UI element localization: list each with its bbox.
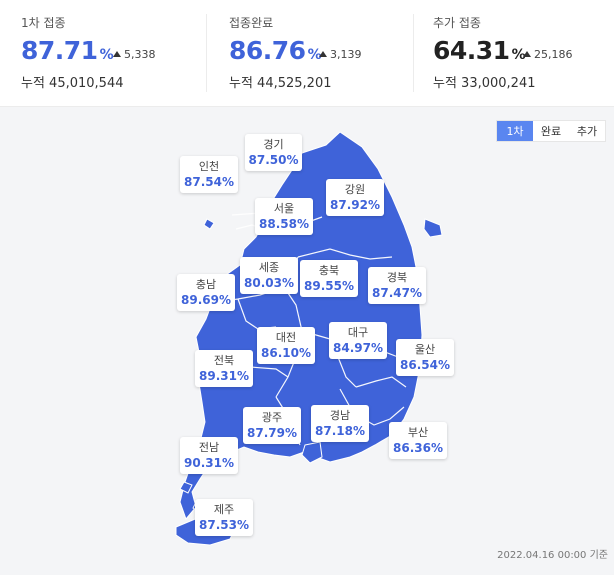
stat-booster: 추가 접종 64.31% 25,186 누적 33,000,241 — [433, 0, 613, 106]
korea-vaccination-map: 1차 완료 추가 경기 87.50% 인천 87.54% 강원 87.92% 서울 88… — [0, 107, 614, 575]
region-daegu[interactable]: 대구 84.97% — [329, 322, 387, 359]
stat-percent: 64.31% — [433, 36, 526, 65]
divider — [206, 14, 207, 92]
region-jeonbuk[interactable]: 전북 89.31% — [195, 350, 253, 387]
region-chungnam[interactable]: 충남 89.69% — [177, 274, 235, 311]
stat-fully-vaccinated: 접종완료 86.76% 3,139 누적 44,525,201 — [229, 0, 409, 106]
region-daejeon[interactable]: 대전 86.10% — [257, 327, 315, 364]
vaccination-stats-panel: 1차 접종 87.71% 5,338 누적 45,010,544 접종완료 86… — [0, 0, 614, 107]
stat-delta: 5,338 — [113, 48, 156, 61]
tab-fully-vaccinated[interactable]: 완료 — [540, 125, 562, 138]
region-gyeonggi[interactable]: 경기 87.50% — [245, 134, 302, 171]
stat-label: 접종완료 — [229, 16, 274, 30]
stat-first-dose: 1차 접종 87.71% 5,338 누적 45,010,544 — [21, 0, 201, 106]
region-gyeongbuk[interactable]: 경북 87.47% — [368, 267, 426, 304]
stat-percent: 87.71% — [21, 36, 114, 65]
region-gangwon[interactable]: 강원 87.92% — [326, 179, 384, 216]
stat-delta: 25,186 — [523, 48, 573, 61]
region-ulsan[interactable]: 울산 86.54% — [396, 339, 454, 376]
data-timestamp: 2022.04.16 00:00 기준 — [497, 550, 608, 561]
region-sejong[interactable]: 세종 80.03% — [240, 257, 298, 294]
region-busan[interactable]: 부산 86.36% — [389, 422, 447, 459]
region-incheon[interactable]: 인천 87.54% — [180, 156, 238, 193]
region-seoul[interactable]: 서울 88.58% — [255, 198, 313, 235]
region-chungbuk[interactable]: 충북 89.55% — [300, 260, 358, 297]
region-jeonnam[interactable]: 전남 90.31% — [180, 437, 238, 474]
arrow-up-icon — [523, 51, 531, 57]
divider — [413, 14, 414, 92]
tab-first-dose[interactable]: 1차 — [497, 121, 533, 141]
tab-booster[interactable]: 추가 — [576, 125, 598, 138]
stat-cumulative: 누적 44,525,201 — [229, 76, 332, 91]
stat-label: 1차 접종 — [21, 16, 66, 30]
region-gwangju[interactable]: 광주 87.79% — [243, 407, 301, 444]
stat-cumulative: 누적 45,010,544 — [21, 76, 124, 91]
stat-label: 추가 접종 — [433, 16, 481, 30]
stat-delta: 3,139 — [319, 48, 362, 61]
arrow-up-icon — [319, 51, 327, 57]
stat-percent: 86.76% — [229, 36, 322, 65]
region-gyeongnam[interactable]: 경남 87.18% — [311, 405, 369, 442]
stat-cumulative: 누적 33,000,241 — [433, 76, 536, 91]
dose-tabs: 1차 완료 추가 — [496, 120, 606, 142]
region-jeju[interactable]: 제주 87.53% — [195, 499, 253, 536]
arrow-up-icon — [113, 51, 121, 57]
